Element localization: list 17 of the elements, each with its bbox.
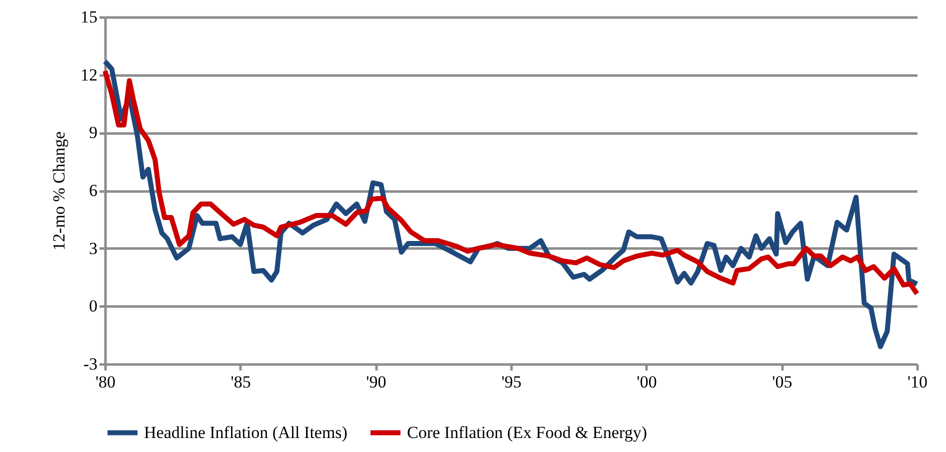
x-tick-label: '90 [366, 372, 386, 392]
y-axis-title: 12-mo % Change [50, 132, 68, 250]
y-tick-label: 9 [89, 123, 98, 142]
x-tick-label: '00 [636, 372, 657, 392]
x-tick-label: '05 [772, 372, 792, 392]
x-tick-label: '80 [95, 372, 116, 392]
legend-label: Core Inflation (Ex Food & Energy) [407, 422, 648, 442]
x-tick-label: '10 [907, 372, 928, 392]
y-tick-label: 15 [80, 8, 98, 26]
y-tick-label: -3 [83, 354, 98, 374]
y-tick-label: 3 [89, 238, 98, 258]
legend-label: Headline Inflation (All Items) [144, 422, 348, 442]
y-tick-label: 6 [89, 181, 98, 200]
x-tick-label: '85 [230, 372, 251, 392]
x-tick-label: '95 [501, 372, 522, 392]
y-tick-label: 12 [80, 65, 98, 84]
y-tick-label: 0 [89, 296, 98, 316]
